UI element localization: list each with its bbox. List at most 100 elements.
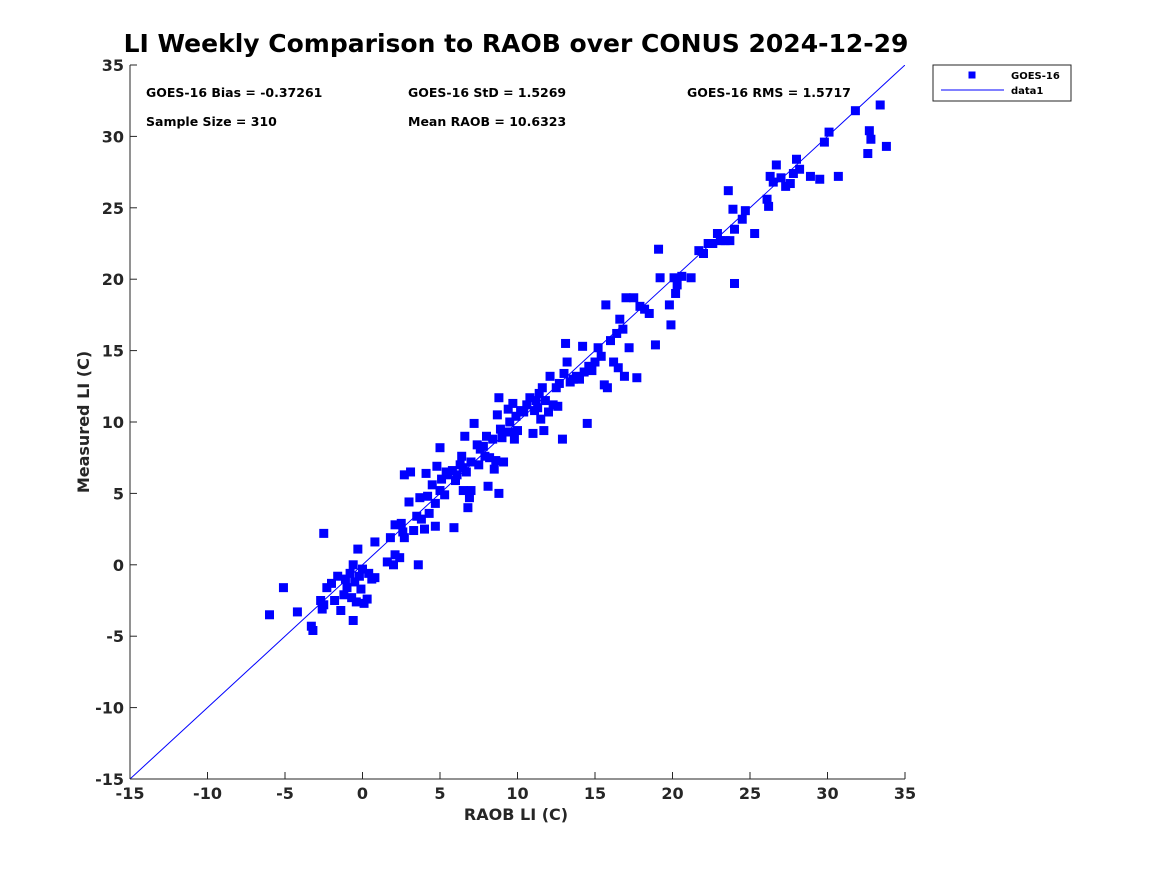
data-point (489, 464, 499, 474)
data-point (562, 357, 572, 367)
data-point (494, 393, 504, 403)
data-point (716, 236, 726, 246)
data-point (308, 625, 318, 635)
data-point (458, 486, 468, 496)
x-tick-label: 0 (357, 784, 368, 803)
data-point (443, 470, 453, 480)
data-point (776, 173, 786, 183)
data-point (632, 373, 642, 383)
data-point (469, 418, 479, 428)
data-point (482, 431, 491, 441)
data-point (333, 571, 343, 581)
data-point (505, 417, 515, 427)
data-point (278, 583, 288, 593)
y-tick-label: -15 (95, 770, 124, 789)
data-point (330, 596, 340, 605)
y-tick-label: -5 (106, 627, 124, 646)
data-point (495, 424, 505, 434)
data-point (466, 486, 476, 496)
data-point (540, 396, 550, 406)
data-point (513, 426, 522, 436)
data-point (350, 577, 360, 587)
stat-sample-size: Sample Size = 310 (146, 114, 277, 129)
data-point (609, 357, 619, 367)
data-point (522, 400, 532, 410)
data-point (485, 453, 495, 463)
data-point (654, 244, 664, 254)
data-point (824, 127, 834, 137)
data-point (805, 171, 815, 181)
data-point (850, 106, 860, 116)
data-point (451, 476, 460, 486)
data-point (348, 615, 358, 625)
data-point (768, 177, 778, 187)
data-point (382, 557, 392, 567)
data-point (819, 137, 829, 147)
data-point (435, 486, 445, 496)
data-point (672, 280, 682, 290)
data-point (686, 273, 696, 283)
data-point (322, 583, 332, 593)
x-tick-label: -5 (276, 784, 294, 803)
data-point (708, 239, 718, 248)
data-point (511, 411, 521, 421)
data-point (781, 181, 791, 191)
data-point (497, 433, 507, 443)
data-point (435, 443, 445, 453)
data-point (265, 610, 274, 620)
data-point (765, 171, 775, 181)
data-point (579, 367, 589, 377)
data-point (354, 571, 364, 581)
data-point (795, 164, 805, 174)
stat-bias: GOES-16 Bias = -0.37261 (146, 85, 322, 100)
legend-label-goes16: GOES-16 (1011, 71, 1060, 82)
stat-mean-raob: Mean RAOB = 10.6323 (408, 114, 566, 129)
data-point (534, 388, 544, 398)
data-point (723, 186, 733, 196)
data-point (664, 300, 674, 310)
data-point (728, 204, 738, 214)
data-point (449, 523, 459, 533)
data-point (533, 403, 543, 413)
data-point (509, 434, 519, 444)
data-point (461, 467, 471, 477)
data-point (544, 407, 553, 417)
data-point (339, 590, 349, 600)
data-point (528, 428, 538, 438)
data-point (395, 553, 405, 563)
data-point (792, 154, 801, 164)
x-tick-label: 5 (434, 784, 445, 803)
data-point (720, 236, 730, 246)
data-point (457, 451, 467, 461)
data-point (452, 470, 462, 480)
y-tick-label: 15 (102, 342, 124, 361)
data-point (345, 568, 355, 578)
data-point (492, 410, 502, 420)
data-point (370, 573, 380, 583)
legend-label-data1: data1 (1011, 86, 1043, 97)
data-point (694, 246, 704, 256)
data-point (447, 466, 457, 476)
data-point (415, 493, 425, 503)
data-point (553, 401, 563, 411)
data-point (348, 560, 358, 570)
data-point (671, 288, 681, 298)
data-point (437, 474, 447, 484)
legend-box (932, 64, 1072, 102)
data-point (737, 214, 747, 224)
y-tick-label: 25 (102, 199, 124, 218)
data-point (575, 374, 584, 384)
data-point (619, 371, 629, 381)
plot-area: -15 -10 -5 0 5 10 15 20 25 30 35 -15 -10 -5 0 5 10 15 20 25… (95, 56, 916, 803)
data-point (655, 273, 665, 283)
x-tick-label: 35 (894, 784, 916, 803)
data-point (427, 480, 437, 490)
data-point (506, 427, 516, 437)
data-point (421, 468, 431, 478)
data-point (629, 293, 639, 303)
data-point (406, 467, 416, 477)
data-point (621, 293, 631, 303)
data-point (590, 357, 600, 367)
